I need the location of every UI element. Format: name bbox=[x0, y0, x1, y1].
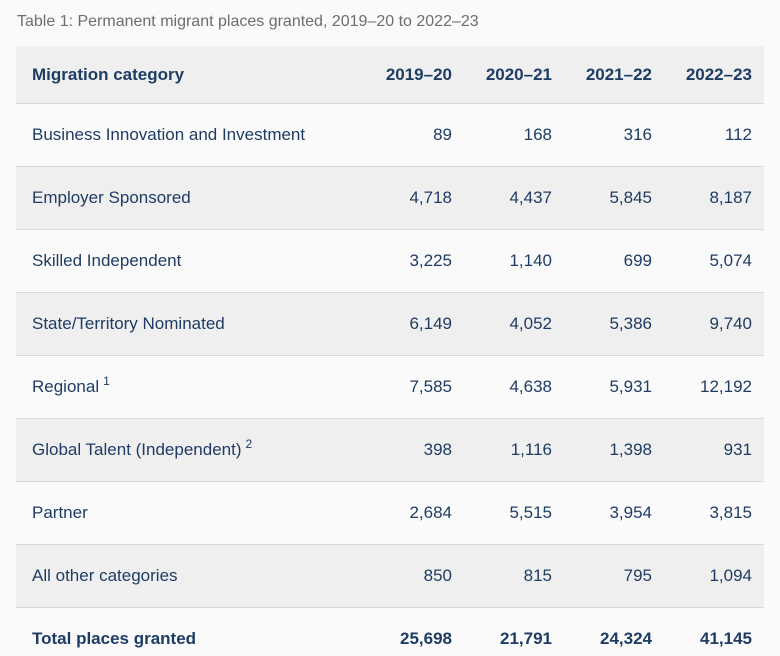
value-cell: 8,187 bbox=[664, 166, 764, 230]
table-row: Regional 1 7,585 4,638 5,931 12,192 bbox=[16, 355, 764, 419]
value-cell: 795 bbox=[564, 544, 664, 608]
category-cell: Partner bbox=[16, 481, 364, 545]
header-row: Migration category 2019–20 2020–21 2021–22 2… bbox=[16, 46, 764, 104]
value-cell: 41,145 bbox=[664, 607, 764, 656]
table-row: All other categories 850 815 795 1,094 bbox=[16, 544, 764, 608]
category-label: State/Territory Nominated bbox=[32, 314, 225, 333]
column-header-year: 2022–23 bbox=[664, 46, 764, 104]
category-cell: Skilled Independent bbox=[16, 229, 364, 293]
value-cell: 3,815 bbox=[664, 481, 764, 545]
category-cell: Business Innovation and Investment bbox=[16, 103, 364, 167]
value-cell: 2,684 bbox=[364, 481, 464, 545]
value-cell: 1,116 bbox=[464, 418, 564, 482]
category-cell: Employer Sponsored bbox=[16, 166, 364, 230]
value-cell: 4,718 bbox=[364, 166, 464, 230]
table-row: Global Talent (Independent) 2 398 1,116 1,39… bbox=[16, 418, 764, 482]
value-cell: 4,638 bbox=[464, 355, 564, 419]
table-row: Employer Sponsored 4,718 4,437 5,845 8,187 bbox=[16, 166, 764, 230]
value-cell: 6,149 bbox=[364, 292, 464, 356]
value-cell: 5,845 bbox=[564, 166, 664, 230]
column-header-year: 2019–20 bbox=[364, 46, 464, 104]
category-label: Total places granted bbox=[32, 629, 197, 648]
category-cell: All other categories bbox=[16, 544, 364, 608]
value-cell: 398 bbox=[364, 418, 464, 482]
value-cell: 25,698 bbox=[364, 607, 464, 656]
table-row: Partner 2,684 5,515 3,954 3,815 bbox=[16, 481, 764, 545]
table-row: Business Innovation and Investment 89 168 3… bbox=[16, 103, 764, 167]
value-cell: 699 bbox=[564, 229, 664, 293]
value-cell: 850 bbox=[364, 544, 464, 608]
value-cell: 168 bbox=[464, 103, 564, 167]
category-label: Regional bbox=[32, 377, 100, 396]
total-row: Total places granted 25,698 21,791 24,324 41… bbox=[16, 607, 764, 656]
footnote-marker: 1 bbox=[103, 374, 110, 389]
value-cell: 5,074 bbox=[664, 229, 764, 293]
value-cell: 316 bbox=[564, 103, 664, 167]
migrant-places-table: Migration category 2019–20 2020–21 2021–22 2… bbox=[16, 46, 764, 656]
value-cell: 3,225 bbox=[364, 229, 464, 293]
category-cell: Total places granted bbox=[16, 607, 364, 656]
value-cell: 931 bbox=[664, 418, 764, 482]
column-header-year: 2020–21 bbox=[464, 46, 564, 104]
category-cell: Global Talent (Independent) 2 bbox=[16, 418, 364, 482]
footnote-marker: 2 bbox=[245, 437, 253, 452]
column-header-year: 2021–22 bbox=[564, 46, 664, 104]
value-cell: 1,094 bbox=[664, 544, 764, 608]
category-cell: State/Territory Nominated bbox=[16, 292, 364, 356]
table-caption: Table 1: Permanent migrant places grante… bbox=[17, 13, 479, 30]
value-cell: 89 bbox=[364, 103, 464, 167]
value-cell: 112 bbox=[664, 103, 764, 167]
category-label: Skilled Independent bbox=[32, 251, 182, 270]
value-cell: 5,386 bbox=[564, 292, 664, 356]
value-cell: 12,192 bbox=[664, 355, 764, 419]
table-row: Skilled Independent 3,225 1,140 699 5,074 bbox=[16, 229, 764, 293]
column-header-category: Migration category bbox=[16, 46, 364, 104]
value-cell: 1,140 bbox=[464, 229, 564, 293]
value-cell: 7,585 bbox=[364, 355, 464, 419]
category-cell: Regional 1 bbox=[16, 355, 364, 419]
category-label: Partner bbox=[32, 503, 88, 522]
value-cell: 5,515 bbox=[464, 481, 564, 545]
value-cell: 3,954 bbox=[564, 481, 664, 545]
category-label: Employer Sponsored bbox=[32, 188, 191, 207]
value-cell: 815 bbox=[464, 544, 564, 608]
value-cell: 5,931 bbox=[564, 355, 664, 419]
category-label: Global Talent (Independent) bbox=[32, 440, 242, 459]
category-label: Business Innovation and Investment bbox=[32, 125, 306, 144]
category-label: All other categories bbox=[32, 566, 178, 585]
value-cell: 4,052 bbox=[464, 292, 564, 356]
value-cell: 21,791 bbox=[464, 607, 564, 656]
value-cell: 1,398 bbox=[564, 418, 664, 482]
table-row: State/Territory Nominated 6,149 4,052 5,386… bbox=[16, 292, 764, 356]
value-cell: 4,437 bbox=[464, 166, 564, 230]
value-cell: 9,740 bbox=[664, 292, 764, 356]
value-cell: 24,324 bbox=[564, 607, 664, 656]
